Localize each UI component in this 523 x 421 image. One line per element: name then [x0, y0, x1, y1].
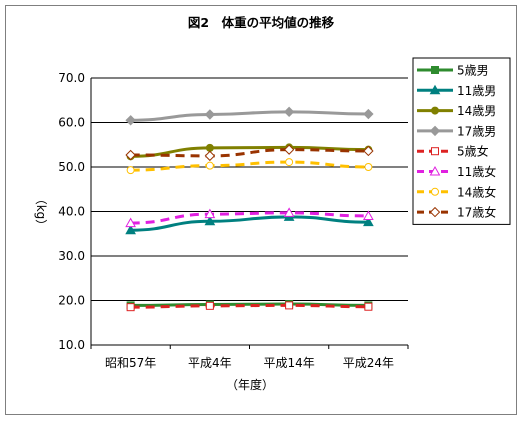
series-1: [125, 211, 374, 235]
x-axis-label: （年度）: [226, 377, 274, 392]
series-line: [130, 145, 369, 158]
series-line: [130, 215, 369, 232]
x-tick-label: 平成24年: [343, 356, 394, 370]
legend-marker: [431, 66, 439, 74]
legend-label: 11歳男: [457, 84, 496, 98]
legend-marker: [429, 84, 441, 95]
data-point: [205, 161, 214, 170]
y-axis-label: （kg）: [34, 193, 48, 232]
chart-title: 図2 体重の平均値の推移: [188, 15, 335, 30]
y-tick-label: 60.0: [58, 116, 85, 130]
series-6: [126, 158, 373, 175]
legend-label: 17歳男: [457, 124, 496, 138]
data-point: [205, 301, 214, 310]
data-point: [283, 144, 295, 155]
axes: 10.0 20.0 30.0 40.0 50.0 60.0 70.0 昭和57年 平成4年 平成1…: [34, 71, 409, 370]
legend-marker: [431, 106, 439, 115]
legend-label: 5歳女: [457, 144, 489, 159]
x-tick-label: 平成4年: [188, 356, 232, 370]
series-line: [130, 160, 369, 172]
data-point: [283, 207, 295, 217]
data-point: [125, 115, 136, 126]
legend-label: 17歳女: [457, 205, 496, 220]
data-point: [204, 215, 216, 226]
data-point: [285, 301, 294, 310]
gridlines: [91, 77, 408, 301]
legend: 5歳男 11歳男 14歳男 17歳男 5歳女 11歳女 14歳女 17歳女: [412, 57, 511, 225]
legend-box: [412, 57, 511, 225]
y-tick-label: 30.0: [58, 249, 85, 263]
x-tick-label: 昭和57年: [105, 356, 156, 370]
legend-label: 14歳男: [457, 104, 496, 118]
series-line: [130, 303, 369, 309]
y-tick-label: 70.0: [58, 71, 85, 85]
legend-marker: [431, 187, 439, 196]
series-line: [130, 211, 369, 225]
legend-label: 5歳男: [457, 64, 489, 78]
legend-label: 11歳女: [457, 164, 496, 179]
data-point: [364, 163, 373, 171]
x-tick-label: 平成14年: [263, 356, 314, 370]
data-point: [204, 150, 216, 162]
y-tick-label: 20.0: [58, 294, 85, 308]
legend-marker: [429, 206, 441, 218]
series-5: [125, 207, 374, 228]
data-point: [285, 158, 294, 167]
legend-marker: [431, 147, 439, 156]
series-line: [130, 148, 369, 158]
data-point: [205, 143, 214, 152]
data-point: [204, 208, 216, 219]
series-lines: [125, 106, 374, 312]
data-point: [363, 145, 374, 157]
data-point: [126, 303, 135, 312]
series-2: [126, 143, 373, 161]
data-point: [363, 210, 374, 220]
data-point: [363, 216, 374, 227]
y-tick-label: 40.0: [58, 205, 85, 219]
series-4: [126, 301, 373, 312]
data-point: [125, 224, 136, 235]
data-point: [283, 106, 295, 118]
series-3: [125, 106, 374, 126]
data-point: [204, 109, 216, 120]
legend-marker: [429, 125, 441, 137]
data-point: [125, 217, 136, 228]
legend-marker: [429, 165, 441, 176]
data-point: [364, 302, 373, 311]
legend-label: 14歳女: [457, 184, 496, 199]
data-point: [363, 108, 374, 120]
data-point: [125, 149, 136, 161]
series-7: [125, 144, 374, 162]
series-line: [130, 110, 369, 122]
data-point: [126, 166, 135, 175]
y-tick-label: 50.0: [58, 160, 85, 174]
y-tick-label: 10.0: [58, 338, 85, 352]
